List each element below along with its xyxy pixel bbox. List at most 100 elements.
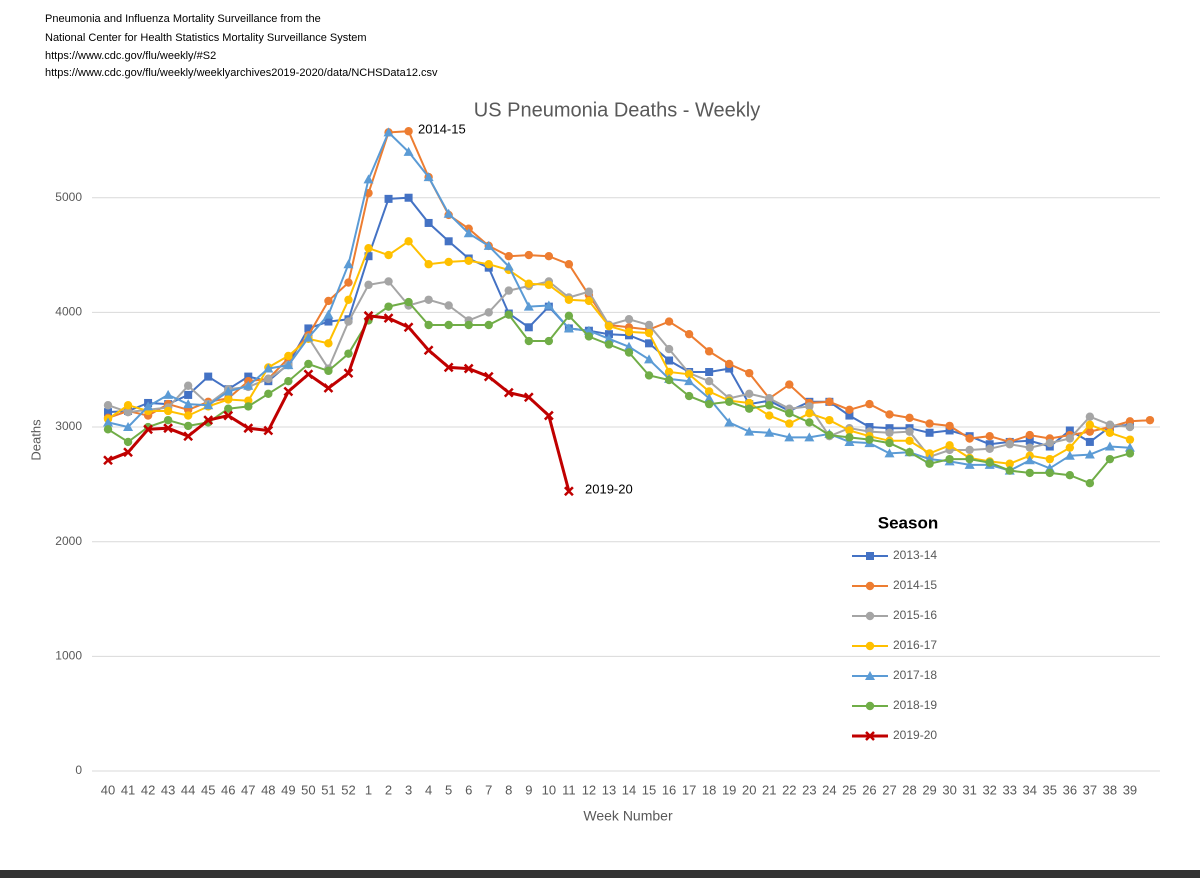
legend-label: 2018-19: [893, 698, 937, 712]
x-tick-label: 50: [301, 782, 315, 797]
marker: [764, 427, 775, 437]
x-tick-label: 43: [161, 782, 175, 797]
marker: [264, 374, 273, 384]
marker: [644, 371, 654, 380]
x-tick-label: 49: [281, 782, 295, 797]
marker: [303, 332, 314, 342]
marker: [1025, 443, 1034, 452]
marker: [364, 252, 373, 261]
marker: [424, 218, 433, 227]
marker: [564, 311, 574, 321]
marker: [404, 297, 413, 307]
marker: [544, 336, 554, 346]
marker: [845, 405, 854, 415]
marker: [865, 671, 875, 680]
x-tick-label: 9: [525, 782, 532, 797]
marker: [544, 280, 554, 290]
marker: [423, 172, 434, 182]
marker: [264, 389, 273, 398]
marker: [383, 313, 394, 323]
x-tick-label: 28: [902, 782, 916, 797]
marker: [1105, 454, 1115, 464]
marker: [865, 641, 875, 651]
marker: [964, 459, 975, 469]
x-tick-label: 41: [121, 782, 135, 797]
marker: [463, 363, 474, 374]
marker: [885, 438, 894, 448]
marker: [664, 367, 674, 377]
marker: [103, 425, 113, 434]
marker: [263, 363, 274, 373]
marker: [384, 194, 393, 203]
marker: [704, 393, 715, 403]
x-tick-label: 8: [505, 782, 512, 797]
marker: [865, 731, 875, 741]
annotation: 2019-20: [585, 481, 633, 496]
marker: [223, 410, 234, 421]
marker: [985, 444, 994, 454]
marker: [504, 251, 513, 261]
marker: [665, 356, 674, 365]
marker: [965, 454, 974, 464]
series-line: [107, 300, 1131, 485]
marker: [825, 415, 834, 425]
marker: [945, 426, 954, 435]
marker: [945, 441, 954, 450]
marker: [224, 404, 233, 413]
marker: [866, 552, 874, 560]
marker: [604, 321, 614, 331]
marker: [905, 436, 914, 445]
marker: [283, 360, 294, 370]
x-tick-label: 1: [365, 782, 372, 797]
x-tick-label: 2: [385, 782, 392, 797]
marker: [945, 421, 954, 431]
x-tick-label: 31: [962, 782, 976, 797]
marker: [484, 320, 493, 330]
marker: [965, 434, 974, 443]
marker: [1005, 440, 1014, 449]
marker: [483, 240, 494, 250]
marker: [1084, 449, 1095, 459]
marker: [765, 394, 774, 403]
marker: [564, 295, 574, 304]
series-line: [107, 280, 1131, 458]
marker: [664, 344, 674, 354]
marker: [805, 418, 814, 427]
marker: [444, 257, 453, 267]
x-tick-label: 22: [782, 782, 796, 797]
marker: [564, 260, 574, 269]
legend-label: 2017-18: [893, 668, 937, 682]
marker: [384, 250, 393, 260]
marker: [543, 300, 554, 310]
marker: [704, 376, 714, 386]
marker: [163, 389, 174, 399]
marker: [624, 341, 634, 351]
series-line: [107, 130, 1130, 472]
marker: [603, 333, 614, 343]
marker: [443, 208, 454, 218]
x-tick-label: 13: [602, 782, 616, 797]
marker: [323, 383, 334, 393]
marker: [363, 310, 374, 321]
marker: [745, 389, 754, 398]
x-tick-label: 21: [762, 782, 776, 797]
marker: [324, 317, 333, 326]
marker: [1085, 427, 1095, 436]
x-tick-label: 37: [1083, 782, 1097, 797]
marker: [804, 432, 815, 442]
marker: [704, 347, 714, 356]
marker: [363, 174, 374, 184]
y-tick-label: 5000: [55, 190, 82, 204]
marker: [1064, 450, 1075, 460]
marker: [624, 348, 634, 357]
marker: [444, 301, 453, 310]
marker: [925, 419, 934, 428]
marker: [945, 454, 954, 464]
marker: [284, 376, 293, 386]
marker: [404, 237, 413, 246]
marker: [865, 611, 875, 621]
marker: [645, 339, 654, 348]
marker: [163, 406, 173, 416]
marker: [383, 127, 394, 137]
marker: [563, 323, 574, 333]
